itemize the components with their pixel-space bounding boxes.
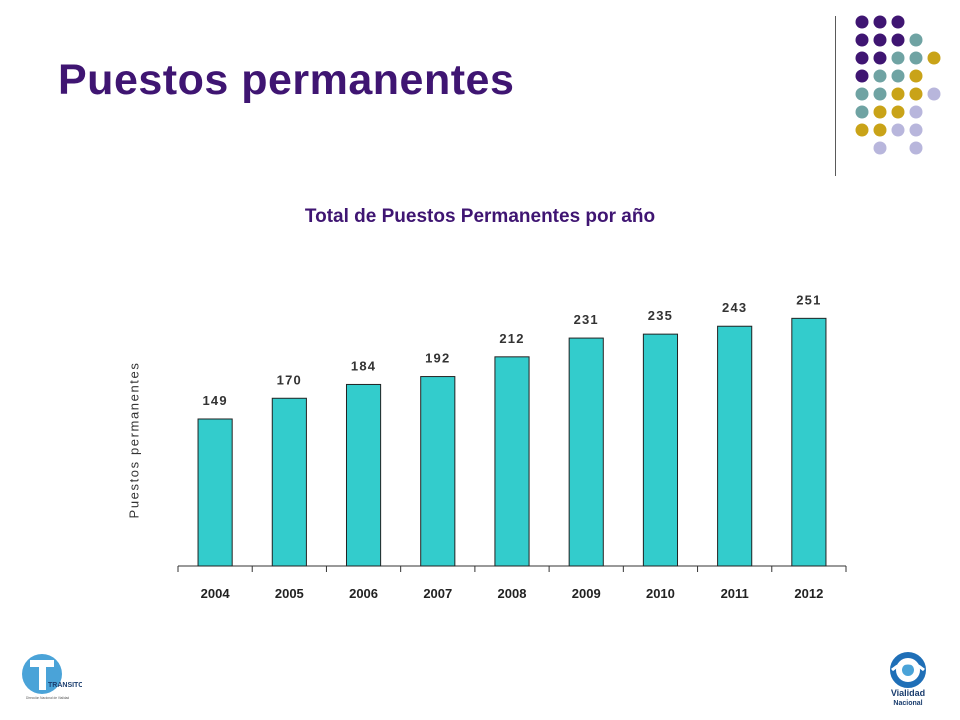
decorative-dot [855, 69, 869, 83]
x-tick-label-2011: 2011 [721, 586, 749, 601]
x-tick-label-2009: 2009 [572, 586, 601, 601]
x-tick-label-2005: 2005 [275, 586, 304, 601]
decorative-dot [873, 69, 887, 83]
decorative-dot [855, 33, 869, 47]
bar-2005 [271, 397, 307, 567]
bar-2011 [717, 325, 753, 567]
data-label-2012: 251 [796, 292, 821, 307]
bar-2008 [494, 356, 530, 567]
x-tick-label-2012: 2012 [794, 586, 823, 601]
decorative-dot [909, 141, 923, 155]
decorative-dot [873, 105, 887, 119]
decorative-dot [927, 51, 941, 65]
x-tick-label-2007: 2007 [423, 586, 452, 601]
x-tick-label-2008: 2008 [498, 586, 527, 601]
decorative-dot [891, 33, 905, 47]
data-label-2008: 212 [499, 331, 524, 346]
decorative-dot [873, 15, 887, 29]
decorative-dot [855, 51, 869, 65]
decorative-dot [909, 87, 923, 101]
data-label-2007: 192 [425, 351, 450, 366]
vertical-divider [835, 16, 836, 176]
decorative-dot [927, 87, 941, 101]
decorative-dot [909, 69, 923, 83]
svg-text:Nacional: Nacional [893, 700, 922, 707]
decorative-dot [855, 105, 869, 119]
decorative-dot [855, 123, 869, 137]
x-tick-label-2010: 2010 [646, 586, 675, 601]
x-tick-label-2004: 2004 [201, 586, 231, 601]
data-label-2004: 149 [202, 393, 227, 408]
data-label-2006: 184 [351, 358, 376, 373]
decorative-dot [873, 33, 887, 47]
decorative-dot [909, 33, 923, 47]
decorative-dot [891, 15, 905, 29]
vialidad-nacional-logo: Vialidad Nacional [890, 652, 926, 707]
x-tick-label-2006: 2006 [349, 586, 378, 601]
bar-2007 [420, 376, 456, 567]
data-label-2010: 235 [648, 308, 673, 323]
decorative-dot-grid [855, 15, 941, 155]
decorative-dot [891, 51, 905, 65]
bar-2012 [791, 317, 827, 567]
data-label-2011: 243 [722, 300, 747, 315]
data-label-2005: 170 [277, 372, 302, 387]
decorative-dot [909, 51, 923, 65]
bar-2009 [568, 337, 604, 567]
svg-text:Vialidad: Vialidad [891, 688, 925, 698]
decorative-dot [873, 51, 887, 65]
decorative-dot [855, 87, 869, 101]
decorative-dot [891, 105, 905, 119]
data-label-2009: 231 [574, 312, 599, 327]
bar-2010 [642, 333, 679, 567]
decorative-dot [855, 15, 869, 29]
decorative-dot [873, 141, 887, 155]
svg-text:TRANSITO: TRANSITO [48, 682, 82, 689]
bar-2006 [345, 383, 382, 567]
svg-text:Dirección Nacional de Vialidad: Dirección Nacional de Vialidad [26, 696, 69, 700]
decorative-dot [909, 123, 923, 137]
decorative-dot [891, 123, 905, 137]
chart-title: Total de Puestos Permanentes por año [304, 206, 656, 227]
decorative-dot [873, 87, 887, 101]
bar-2004 [197, 418, 233, 567]
slide-title: Puestos permanentes [58, 56, 515, 104]
decorative-dot [873, 123, 887, 137]
decorative-dot [891, 87, 905, 101]
decorative-dot [891, 69, 905, 83]
decorative-dot [909, 105, 923, 119]
transito-logo: TRANSITO Dirección Nacional de Vialidad [22, 654, 82, 700]
